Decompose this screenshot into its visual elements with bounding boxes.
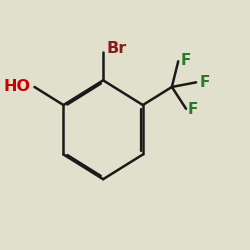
Text: HO: HO (3, 80, 30, 94)
Text: F: F (200, 75, 210, 90)
Text: F: F (181, 53, 191, 68)
Text: F: F (188, 102, 198, 117)
Text: Br: Br (107, 42, 127, 56)
